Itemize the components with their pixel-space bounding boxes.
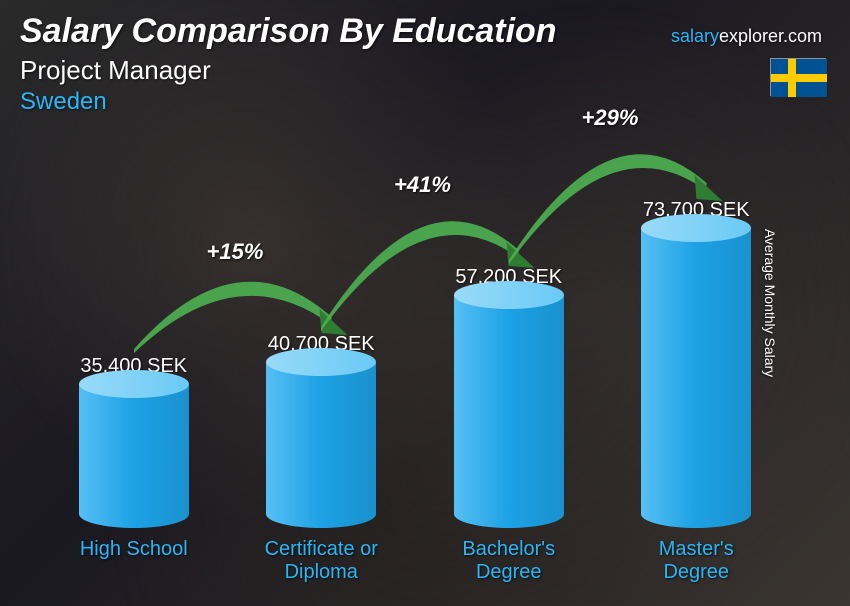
bar-group: 40,700 SEK bbox=[228, 333, 416, 528]
bar-cylinder bbox=[266, 362, 376, 528]
bar-group: 73,700 SEK bbox=[603, 199, 791, 528]
bar-cylinder bbox=[641, 228, 751, 528]
site-brand: salaryexplorer.com bbox=[671, 26, 822, 47]
bar-front bbox=[454, 295, 564, 528]
bar-cylinder bbox=[454, 295, 564, 528]
country-name: Sweden bbox=[20, 88, 830, 116]
bar-cylinder bbox=[79, 384, 189, 528]
bar-label: Bachelor'sDegree bbox=[415, 538, 603, 584]
bar-top-ellipse bbox=[79, 370, 189, 398]
bar-front bbox=[79, 384, 189, 528]
bar-top-ellipse bbox=[266, 348, 376, 376]
bar-group: 35,400 SEK bbox=[40, 355, 228, 528]
bar-label: Master'sDegree bbox=[603, 538, 791, 584]
bar-label: Certificate orDiploma bbox=[228, 538, 416, 584]
labels-container: High SchoolCertificate orDiplomaBachelor… bbox=[40, 538, 790, 584]
bars-container: 35,400 SEK40,700 SEK57,200 SEK73,700 SEK bbox=[40, 150, 790, 528]
bar-label: High School bbox=[40, 538, 228, 584]
bar-group: 57,200 SEK bbox=[415, 266, 603, 528]
bar-front bbox=[266, 362, 376, 528]
bar-top-ellipse bbox=[641, 214, 751, 242]
country-flag-icon bbox=[770, 58, 826, 96]
site-prefix: salary bbox=[671, 26, 719, 46]
salary-bar-chart: 35,400 SEK40,700 SEK57,200 SEK73,700 SEK… bbox=[40, 150, 790, 584]
bar-front bbox=[641, 228, 751, 528]
site-suffix: explorer.com bbox=[719, 26, 822, 46]
job-title: Project Manager bbox=[20, 55, 830, 86]
bar-top-ellipse bbox=[454, 281, 564, 309]
